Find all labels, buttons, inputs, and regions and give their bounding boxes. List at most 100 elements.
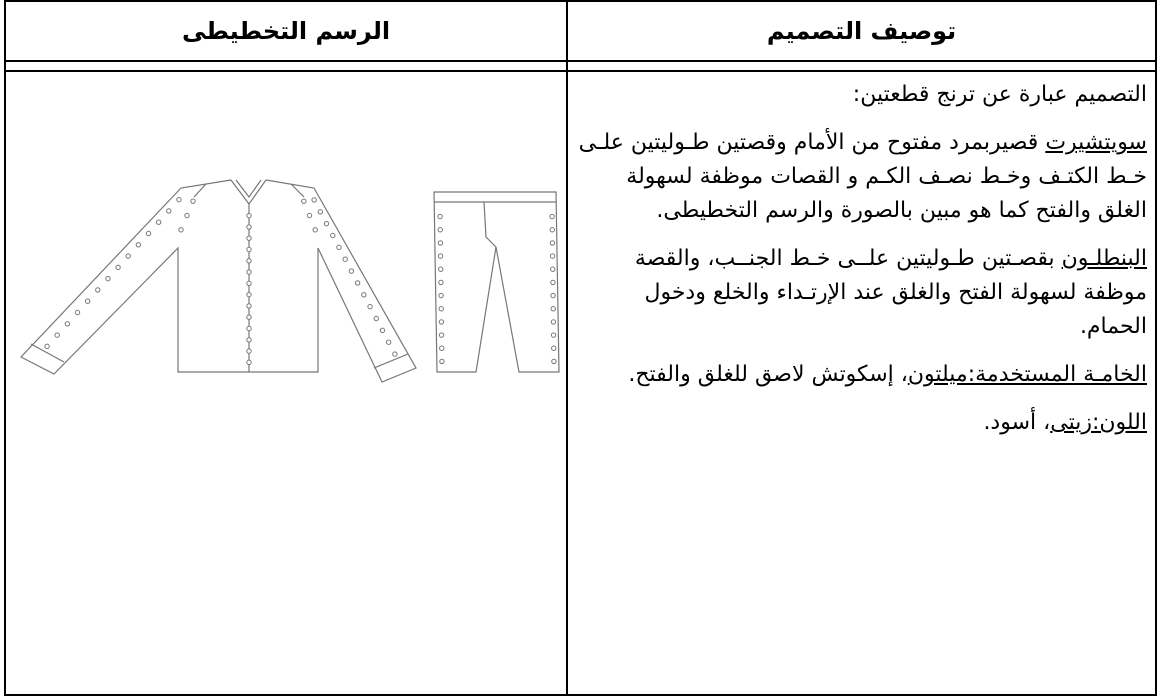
button (348, 268, 355, 274)
button (439, 358, 445, 365)
button (330, 232, 336, 239)
button (550, 319, 557, 325)
button (74, 309, 81, 316)
label: سويتشيرت (1045, 130, 1147, 155)
button (306, 212, 313, 219)
button (342, 256, 348, 262)
button (549, 240, 556, 246)
header-cell: الرسم التخطيطى (4, 0, 568, 62)
button (178, 227, 184, 233)
button (437, 240, 444, 246)
description-cell: التصميم عبارة عن ترنج قطعتين: سويتشيرت قص… (566, 70, 1157, 696)
paragraph: البنطلـون بقصـتين طـوليتين علــى خـط الج… (574, 242, 1147, 344)
button (385, 339, 392, 345)
spacer-row (4, 60, 1157, 72)
label: اللون:زيتى (1050, 410, 1147, 435)
sketch-cell (4, 70, 568, 696)
paragraph: اللون:زيتى، أسود. (574, 406, 1147, 440)
collar (230, 179, 267, 206)
button (54, 332, 60, 338)
technical-sketch (20, 179, 560, 383)
button (115, 264, 121, 271)
paragraph: التصميم عبارة عن ترنج قطعتين: (574, 78, 1147, 112)
button (135, 242, 142, 248)
pants-outline (433, 191, 560, 373)
button (125, 253, 131, 259)
header-cell: توصيف التصميم (566, 0, 1157, 62)
paragraph: سويتشيرت قصيربمرد مفتوح من الأمام وقصتين… (574, 126, 1147, 228)
button (336, 244, 342, 251)
button (64, 321, 71, 327)
button (246, 303, 252, 309)
button (550, 292, 556, 299)
button (155, 219, 162, 225)
button (105, 275, 111, 282)
button (317, 209, 324, 215)
button (84, 298, 91, 304)
fly (483, 201, 497, 248)
text: ، أسود. (983, 410, 1051, 435)
text: ، إسكوتش لاصق للغلق والفتح. (628, 362, 908, 387)
button (246, 325, 252, 332)
shoulder-seam (290, 183, 305, 198)
button (190, 198, 196, 204)
button (95, 287, 101, 293)
button (354, 280, 361, 286)
text: التصميم عبارة عن ترنج قطعتين: (852, 82, 1147, 107)
button (184, 212, 190, 219)
button (437, 253, 444, 259)
cell (566, 60, 1157, 72)
pants (433, 191, 560, 373)
button (246, 212, 252, 219)
button (438, 266, 444, 272)
button (145, 230, 152, 237)
button (44, 343, 50, 350)
button (301, 198, 307, 204)
button (438, 319, 445, 325)
button (549, 253, 556, 259)
button (550, 306, 556, 312)
body-row: التصميم عبارة عن ترنج قطعتين: سويتشيرت قص… (4, 70, 1157, 696)
design-table: توصيف التصميم الرسم التخطيطى التصميم عبا… (4, 0, 1157, 696)
text: قصيربمرد مفتوح من الأمام وقصتين طـوليتين… (578, 130, 1147, 223)
button (166, 208, 172, 214)
cell (4, 60, 568, 72)
button (550, 332, 557, 338)
button (550, 266, 556, 272)
button (550, 279, 556, 286)
button (311, 197, 317, 203)
button (438, 279, 444, 286)
shoulder-seam (193, 183, 207, 198)
button (438, 292, 444, 299)
jacket (20, 179, 417, 383)
label: الخامـة المستخدمة:ميلتون (907, 362, 1147, 387)
button (323, 220, 330, 227)
button (246, 291, 252, 298)
button (246, 314, 252, 320)
cuff (373, 353, 409, 369)
button (437, 227, 443, 233)
cuff (30, 343, 65, 363)
label: البنطلـون (1061, 246, 1147, 271)
button (246, 258, 252, 264)
button (246, 348, 252, 354)
button (379, 327, 386, 334)
button (246, 359, 252, 366)
header-row: توصيف التصميم الرسم التخطيطى (4, 0, 1157, 62)
button (246, 246, 252, 253)
button (392, 351, 398, 357)
button (439, 345, 445, 351)
button (438, 332, 445, 338)
button (367, 303, 373, 310)
button (246, 337, 252, 343)
paragraph: الخامـة المستخدمة:ميلتون، إسكوتش لاصق لل… (574, 358, 1147, 392)
jacket-outline (20, 179, 417, 383)
button (549, 213, 555, 220)
button (246, 235, 252, 241)
button (246, 280, 252, 287)
text: بقصـتين طـوليتين علــى خـط الجنــب، والق… (634, 246, 1147, 339)
button (549, 227, 555, 233)
button (437, 213, 443, 220)
button (246, 224, 252, 230)
button (176, 196, 182, 203)
